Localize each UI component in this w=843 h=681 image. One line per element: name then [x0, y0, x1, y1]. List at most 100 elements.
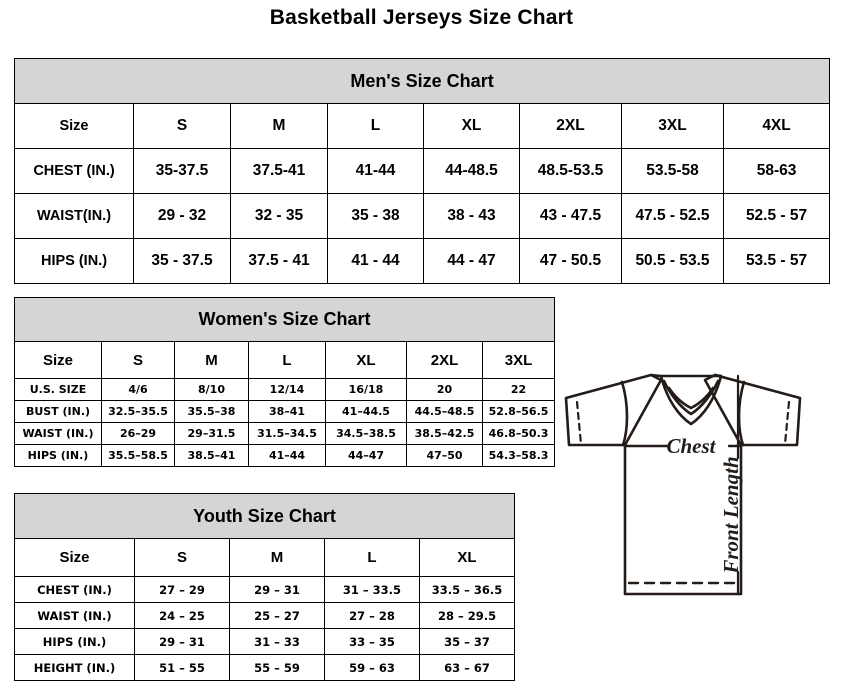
mens-header-4xl: 4XL — [722, 103, 831, 149]
youth-cell-chest-l: 31 – 33.5 — [324, 576, 420, 603]
womens-cell-hips-m: 38.5–41 — [174, 444, 249, 467]
mens-cell-chest-2xl: 48.5-53.5 — [519, 148, 622, 194]
youth-size-chart: Youth Size Chart Size S M L XL CHEST (IN… — [13, 493, 516, 681]
mens-cell-waist-2xl: 43 - 47.5 — [519, 193, 622, 239]
youth-cell-height-s: 51 – 55 — [134, 654, 230, 681]
mens-cell-hips-s: 35 - 37.5 — [133, 238, 231, 284]
youth-cell-chest-s: 27 – 29 — [134, 576, 230, 603]
table-header-row: Size S M L XL 2XL 3XL — [14, 341, 556, 379]
mens-header-s: S — [133, 103, 231, 149]
womens-row-label-bust: BUST (IN.) — [14, 400, 102, 423]
neck-outline — [649, 373, 723, 426]
mens-header-m: M — [230, 103, 328, 149]
mens-header-size: Size — [14, 103, 134, 149]
womens-cell-waist-3xl: 46.8–50.3 — [481, 422, 556, 445]
table-header-row: Size S M L XL — [14, 538, 516, 577]
youth-cell-height-m: 55 – 59 — [229, 654, 325, 681]
mens-cell-waist-m: 32 - 35 — [230, 193, 328, 239]
youth-cell-height-l: 59 – 63 — [324, 654, 420, 681]
womens-header-2xl: 2XL — [406, 341, 483, 379]
womens-cell-us-size-m: 8/10 — [174, 378, 249, 401]
left-sleeve-shape — [564, 373, 663, 447]
womens-cell-hips-l: 41–44 — [248, 444, 326, 467]
youth-header-m: M — [229, 538, 325, 577]
table-banner-row: Men's Size Chart — [13, 58, 831, 104]
womens-header-3xl: 3XL — [481, 341, 556, 379]
youth-cell-waist-m: 25 – 27 — [229, 602, 325, 629]
youth-header-size: Size — [14, 538, 135, 577]
womens-cell-hips-3xl: 54.3–58.3 — [481, 444, 556, 467]
table-row: U.S. SIZE 4/6 8/10 12/14 16/18 20 22 — [14, 378, 556, 401]
table-row: HIPS (IN.) 35 - 37.5 37.5 - 41 41 - 44 4… — [14, 238, 831, 284]
youth-header-l: L — [324, 538, 420, 577]
mens-cell-chest-3xl: 53.5-58 — [621, 148, 724, 194]
table-row: CHEST (IN.) 35-37.5 37.5-41 41-44 44-48.… — [14, 148, 831, 194]
mens-cell-chest-l: 41-44 — [327, 148, 424, 194]
womens-cell-bust-3xl: 52.8–56.5 — [481, 400, 556, 423]
womens-cell-us-size-2xl: 20 — [406, 378, 483, 401]
left-cuff-stitch-icon — [575, 400, 583, 446]
youth-cell-waist-xl: 28 – 29.5 — [418, 602, 516, 629]
mens-cell-waist-3xl: 47.5 - 52.5 — [621, 193, 724, 239]
mens-cell-hips-2xl: 47 - 50.5 — [519, 238, 622, 284]
collar-second-line — [667, 386, 715, 410]
mens-cell-chest-4xl: 58-63 — [722, 148, 831, 194]
youth-chart-banner: Youth Size Chart — [13, 493, 516, 539]
womens-cell-waist-l: 31.5–34.5 — [248, 422, 326, 445]
womens-cell-hips-xl: 44–47 — [325, 444, 407, 467]
right-cuff-stitch-icon — [783, 400, 791, 446]
mens-cell-hips-l: 41 - 44 — [327, 238, 424, 284]
front-length-label: Front Length — [719, 456, 743, 574]
left-armhole-seam — [620, 380, 629, 447]
body-outline — [623, 443, 743, 596]
right-sleeve-shape — [703, 373, 802, 447]
jersey-measurement-diagram: Chest Front Length — [533, 350, 833, 640]
mens-cell-hips-m: 37.5 - 41 — [230, 238, 328, 284]
mens-row-label-waist: WAIST(IN.) — [14, 193, 134, 239]
table-row: WAIST (IN.) 24 – 25 25 – 27 27 – 28 28 –… — [14, 602, 516, 629]
youth-cell-chest-xl: 33.5 – 36.5 — [418, 576, 516, 603]
youth-header-xl: XL — [418, 538, 516, 577]
youth-cell-hips-s: 29 – 31 — [134, 628, 230, 655]
youth-cell-hips-xl: 35 – 37 — [418, 628, 516, 655]
table-row: HIPS (IN.) 29 – 31 31 – 33 33 – 35 35 – … — [14, 628, 516, 655]
youth-row-label-chest: CHEST (IN.) — [14, 576, 135, 603]
mens-chart-banner: Men's Size Chart — [13, 58, 831, 104]
youth-cell-waist-s: 24 – 25 — [134, 602, 230, 629]
youth-cell-waist-l: 27 – 28 — [324, 602, 420, 629]
womens-size-chart: Women's Size Chart Size S M L XL 2XL 3XL… — [13, 297, 556, 467]
mens-cell-waist-s: 29 - 32 — [133, 193, 231, 239]
mens-cell-hips-3xl: 50.5 - 53.5 — [621, 238, 724, 284]
mens-header-xl: XL — [423, 103, 520, 149]
mens-size-chart: Men's Size Chart Size S M L XL 2XL 3XL 4… — [13, 58, 831, 284]
womens-cell-waist-s: 26–29 — [101, 422, 175, 445]
womens-cell-us-size-xl: 16/18 — [325, 378, 407, 401]
mens-cell-chest-s: 35-37.5 — [133, 148, 231, 194]
womens-row-label-hips: HIPS (IN.) — [14, 444, 102, 467]
table-row: WAIST(IN.) 29 - 32 32 - 35 35 - 38 38 - … — [14, 193, 831, 239]
mens-cell-waist-4xl: 52.5 - 57 — [722, 193, 831, 239]
womens-cell-bust-l: 38–41 — [248, 400, 326, 423]
mens-cell-waist-xl: 38 - 43 — [423, 193, 520, 239]
mens-row-label-hips: HIPS (IN.) — [14, 238, 134, 284]
womens-cell-bust-2xl: 44.5–48.5 — [406, 400, 483, 423]
womens-row-label-waist: WAIST (IN.) — [14, 422, 102, 445]
womens-cell-bust-s: 32.5–35.5 — [101, 400, 175, 423]
womens-cell-us-size-3xl: 22 — [481, 378, 556, 401]
womens-cell-waist-m: 29–31.5 — [174, 422, 249, 445]
womens-header-l: L — [248, 341, 326, 379]
womens-cell-us-size-l: 12/14 — [248, 378, 326, 401]
youth-cell-height-xl: 63 – 67 — [418, 654, 516, 681]
youth-row-label-hips: HIPS (IN.) — [14, 628, 135, 655]
table-row: HEIGHT (IN.) 51 – 55 55 – 59 59 – 63 63 … — [14, 654, 516, 681]
mens-cell-hips-4xl: 53.5 - 57 — [722, 238, 831, 284]
table-row: CHEST (IN.) 27 – 29 29 – 31 31 – 33.5 33… — [14, 576, 516, 603]
womens-cell-us-size-s: 4/6 — [101, 378, 175, 401]
mens-cell-chest-xl: 44-48.5 — [423, 148, 520, 194]
table-row: HIPS (IN.) 35.5–58.5 38.5–41 41–44 44–47… — [14, 444, 556, 467]
youth-cell-chest-m: 29 – 31 — [229, 576, 325, 603]
table-header-row: Size S M L XL 2XL 3XL 4XL — [14, 103, 831, 149]
womens-row-label-us-size: U.S. SIZE — [14, 378, 102, 401]
chest-label: Chest — [666, 434, 716, 458]
mens-header-l: L — [327, 103, 424, 149]
